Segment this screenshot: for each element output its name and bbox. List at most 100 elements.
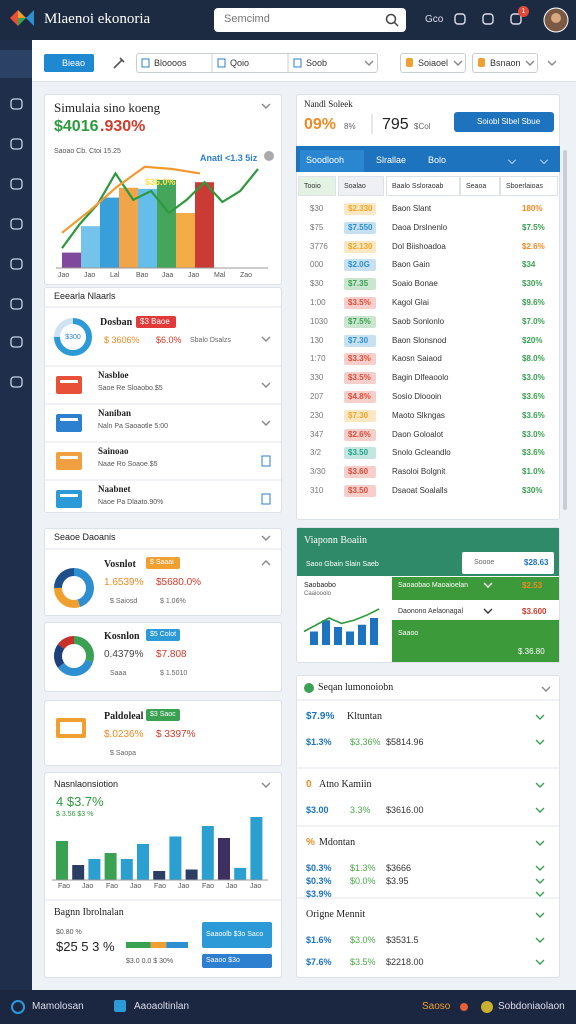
group-title: Mdontan <box>319 837 356 848</box>
search-placeholder: Semcimd <box>224 13 270 25</box>
chevron <box>261 782 271 788</box>
item-title: Dosban <box>100 317 133 328</box>
chevron <box>535 891 545 897</box>
filter-label: Soob <box>306 58 328 68</box>
tab-active <box>300 150 364 172</box>
cell: Maoto Slkngas <box>392 410 445 420</box>
cell: $2.6% <box>348 429 371 439</box>
item-sub: Naoe Pa Dlaato.90% <box>98 499 164 506</box>
cell-badge <box>344 428 376 441</box>
progress-segment <box>166 942 188 948</box>
item-icon <box>60 380 78 383</box>
group-lead: $7.9% <box>306 711 335 722</box>
cell: $2.330 <box>348 204 373 213</box>
x-tick-label: Fao <box>202 883 215 890</box>
bar <box>310 631 318 645</box>
chevron <box>535 782 545 788</box>
bar <box>358 624 366 645</box>
chart-sub: Caaiooolo <box>304 591 332 597</box>
chevron <box>535 807 545 813</box>
cell: 3/30 <box>310 467 326 477</box>
group-cell: $3.5% <box>350 957 376 967</box>
chevron <box>535 714 545 720</box>
badge-label: $5 Colot <box>150 631 177 638</box>
chevron <box>547 60 557 66</box>
tab-label[interactable]: Bolo <box>428 155 447 165</box>
app-title: Mlaenoi ekonoria <box>44 11 151 27</box>
chevron <box>261 103 271 109</box>
cell: $30 <box>310 204 324 213</box>
cell: 3/2 <box>310 448 322 458</box>
chevron <box>541 686 551 692</box>
cell: $20% <box>522 335 543 345</box>
group-lead: 0 <box>306 779 312 790</box>
cell: 3776 <box>310 241 328 251</box>
cell: $3.50 <box>348 486 369 495</box>
cell: $3.6% <box>522 392 545 401</box>
cell-badge <box>344 315 376 328</box>
donut-center: $300 <box>65 334 81 341</box>
group-cell: $0.0% <box>350 876 376 886</box>
cell: $30 <box>310 279 324 289</box>
chip-label: Bieao <box>62 58 86 68</box>
select-icon <box>478 58 485 67</box>
bar <box>157 180 176 268</box>
filter-icon <box>141 58 150 68</box>
metric-note: Sbalo Dsalzs <box>190 337 231 344</box>
item-icon <box>56 376 82 394</box>
cell: $3.6% <box>522 410 545 420</box>
select <box>472 53 538 73</box>
cell: $7.5% <box>348 316 371 326</box>
tab-label[interactable]: Slrallae <box>376 155 407 165</box>
item-icon <box>56 452 82 470</box>
badge <box>146 709 180 721</box>
item-icon <box>56 490 82 508</box>
group-cell: $1.3% <box>350 863 376 873</box>
cell: $2.6% <box>522 241 545 251</box>
cell: $3.60 <box>348 467 369 477</box>
filter-icon <box>293 58 302 68</box>
progress-segment <box>150 942 167 948</box>
column-header <box>298 176 336 196</box>
bar <box>218 838 230 880</box>
item-title: Naniban <box>98 408 132 418</box>
panel-row-value: $2.53 <box>522 581 543 590</box>
bar <box>334 627 342 645</box>
filter-label: Qoio <box>230 58 250 68</box>
cell: 230 <box>310 410 324 420</box>
legend: Anatl <1.3 5iz <box>200 153 258 163</box>
group-cell: $3.00 <box>306 805 329 815</box>
panel-row-label: Saaoo <box>398 630 419 637</box>
logo <box>18 18 26 26</box>
nav-icon <box>10 98 23 110</box>
cell: $1.0% <box>522 467 545 477</box>
metric-note: $ 1.06% <box>160 598 186 605</box>
cell: $3.5% <box>348 298 371 307</box>
cell: 310 <box>310 486 324 495</box>
item-sub: Naae Ro Soaoe.$5 <box>98 461 158 468</box>
card-title: Simulaia sino koeng <box>54 100 161 115</box>
kpi-sub: $ 3.56 $3 % <box>56 811 94 818</box>
item-icon <box>56 414 82 432</box>
line <box>303 608 380 633</box>
item-icon <box>60 418 78 421</box>
button[interactable] <box>454 112 554 132</box>
bottom-bar <box>0 990 576 1024</box>
cell: Snolo Gcleandlo <box>392 448 451 458</box>
chevron <box>261 382 271 388</box>
bar <box>81 226 100 268</box>
metric-note: $ 1.5010 <box>160 670 188 677</box>
bar <box>185 869 198 880</box>
cell: Bagin Dlfeaoolo <box>392 373 449 383</box>
metric: $7.808 <box>156 649 187 660</box>
kpi-sub: $0.80 % <box>56 929 82 936</box>
bar <box>153 871 166 880</box>
cell: $30% <box>522 279 543 289</box>
chevron <box>261 535 271 541</box>
chevron <box>261 336 271 342</box>
tab-label[interactable]: Soodlooh <box>306 155 345 165</box>
cell: Kagol Glai <box>392 298 429 307</box>
kpi-value: $25 5 3 % <box>56 939 115 954</box>
bar <box>370 618 378 645</box>
kpi-sub: $Col <box>414 122 431 131</box>
